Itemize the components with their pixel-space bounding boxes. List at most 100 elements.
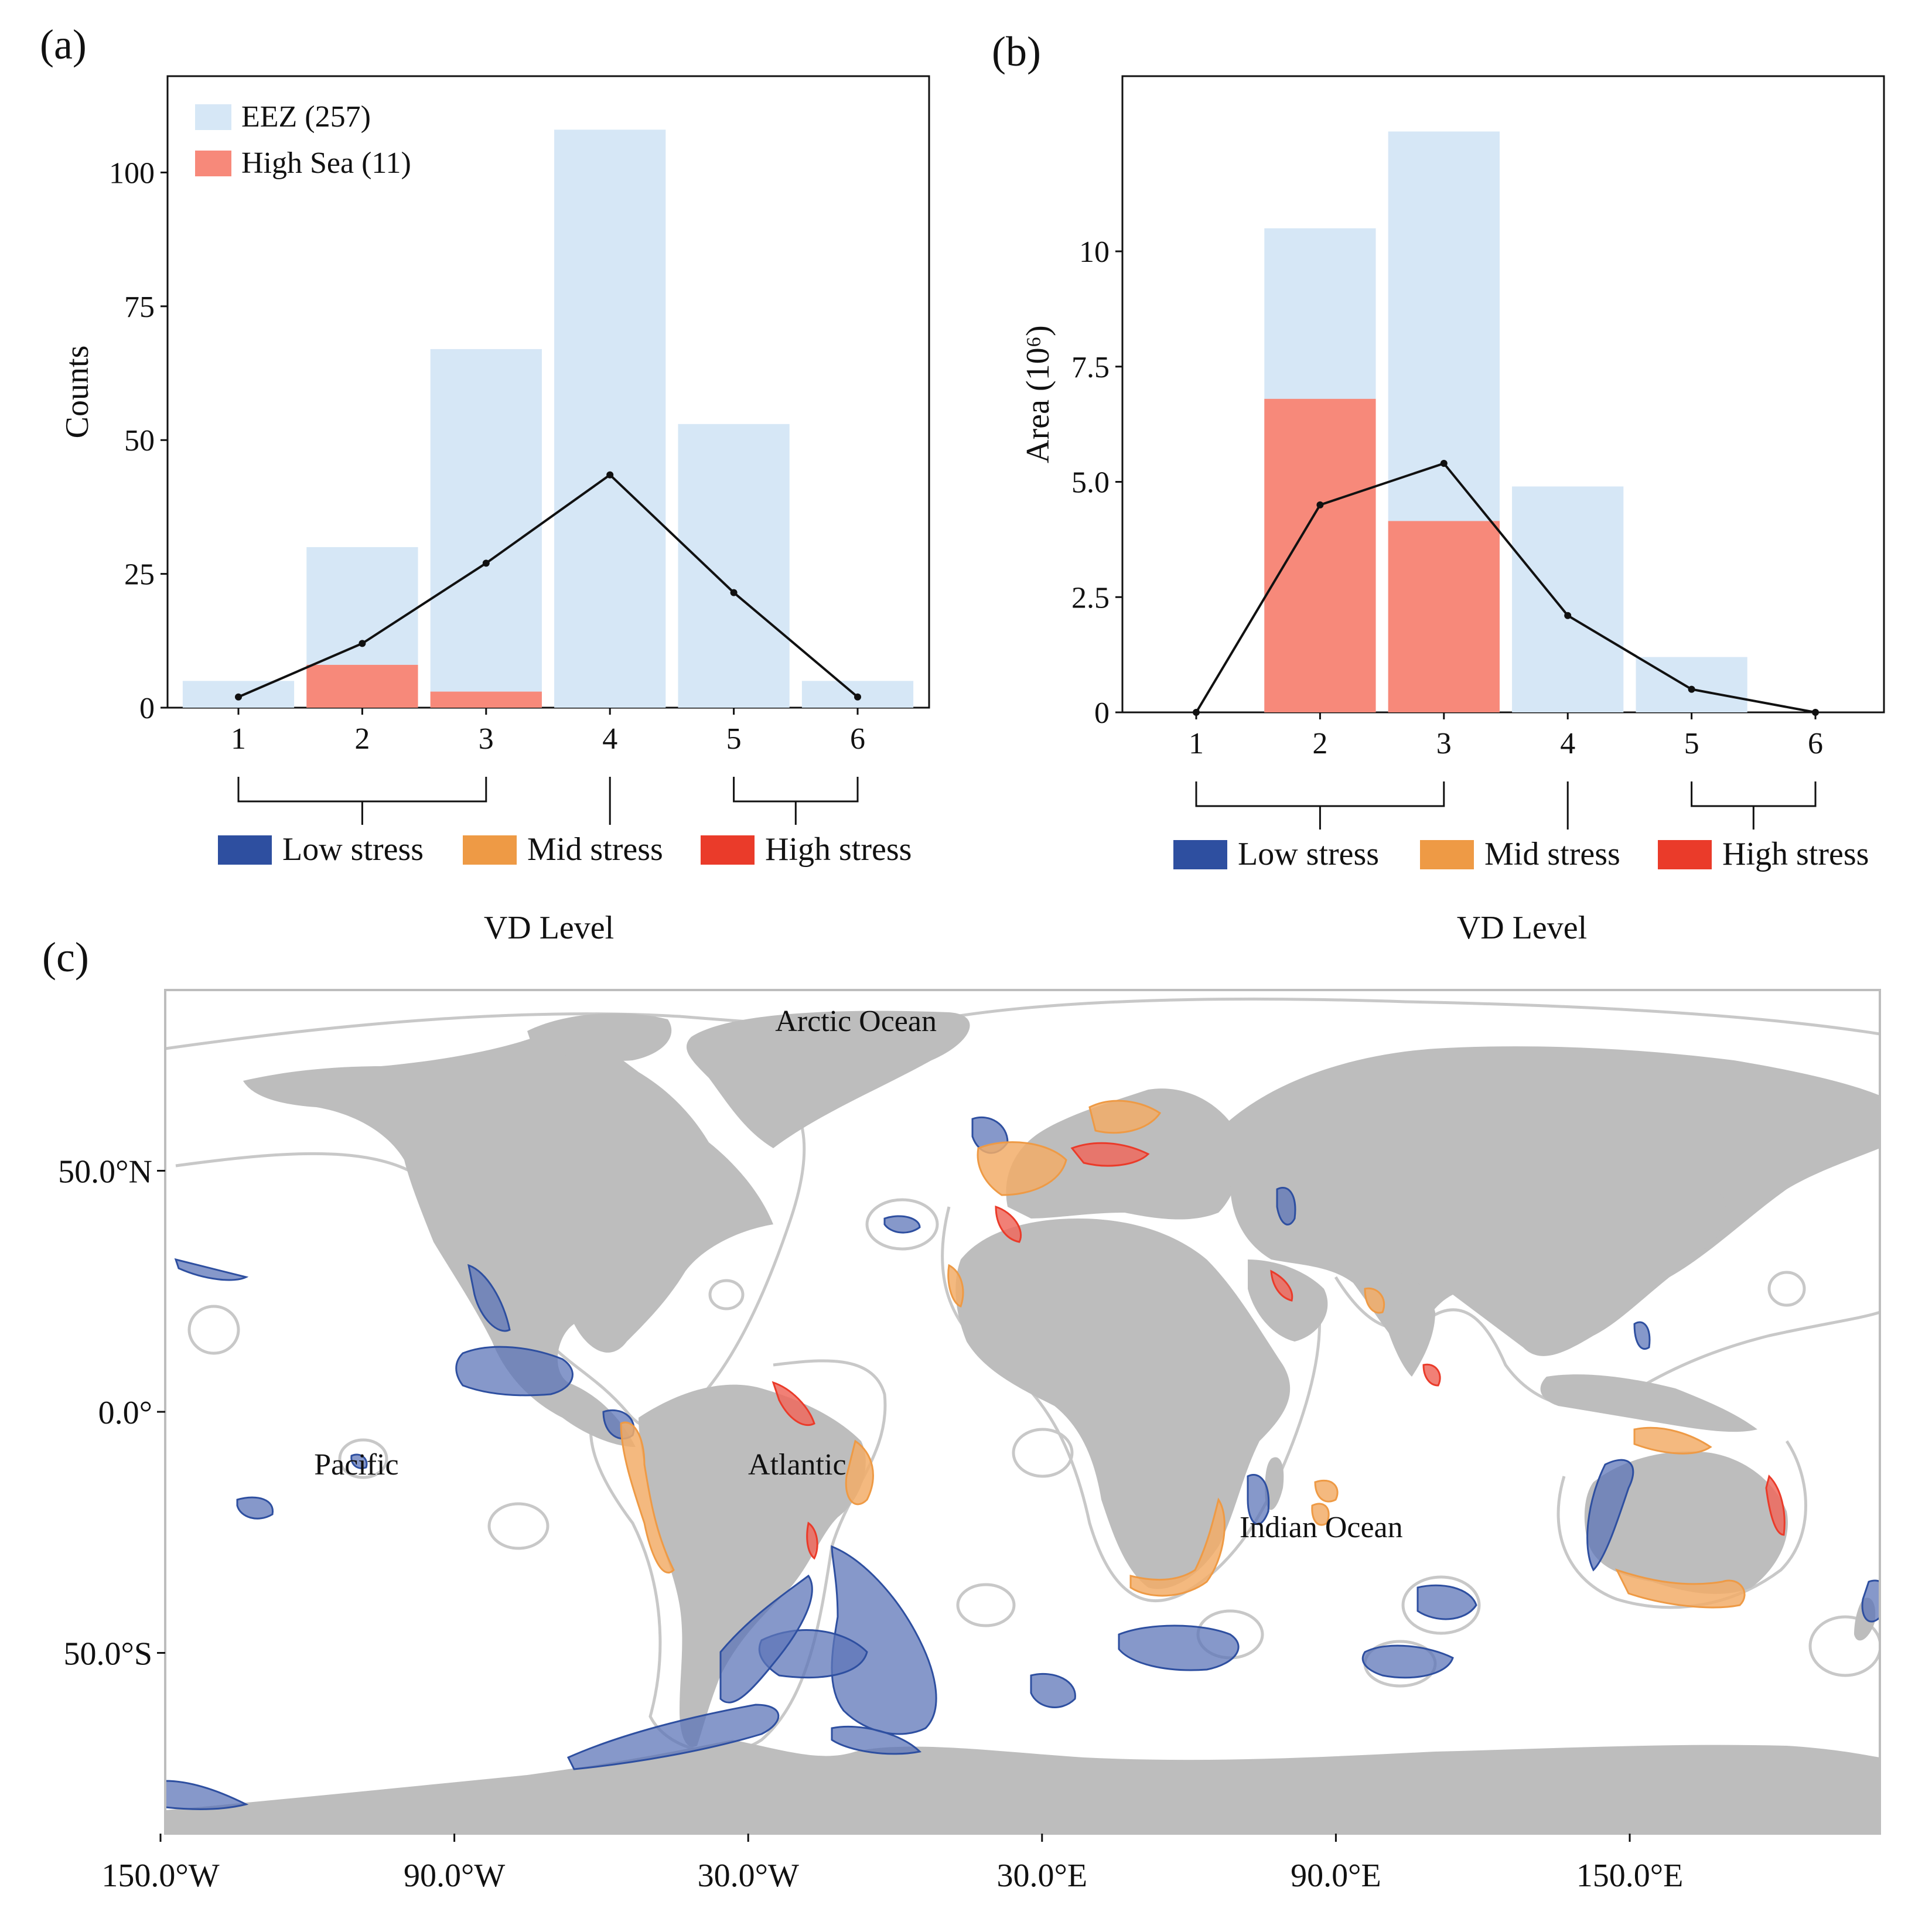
chart-a-trend-point <box>606 471 614 479</box>
chart-a-xlabel: VD Level <box>484 910 614 946</box>
region-indonesia-mid <box>1633 1426 1712 1455</box>
map-ytick-label: 0.0° <box>98 1395 152 1431</box>
chart-a-frame <box>166 75 930 709</box>
region-australia-mid <box>1615 1568 1746 1609</box>
land-indonesia <box>1540 1374 1757 1432</box>
chart-a-stress-swatch-high <box>701 835 755 865</box>
region-west-africa <box>947 1264 964 1308</box>
eez-outline-island-13 <box>1012 1428 1074 1478</box>
chart-a-bar-eez <box>554 129 666 708</box>
chart-b-stress-swatch-high <box>1658 840 1712 869</box>
chart-b-stress-swatch-mid <box>1420 840 1474 869</box>
eez-outline-island-10 <box>1767 1271 1806 1307</box>
region-heard <box>1416 1584 1477 1620</box>
chart-b-frame <box>1121 75 1885 714</box>
chart-a-xtick-label: 6 <box>850 722 865 756</box>
region-brazil-east <box>845 1439 874 1506</box>
land-australia <box>1584 1451 1788 1594</box>
chart-a-trend-line <box>238 473 859 698</box>
chart-b-trend-point <box>1316 501 1324 508</box>
map-stress-regions <box>165 1100 1880 1810</box>
map-ocean-label: Indian Ocean <box>1240 1511 1403 1544</box>
region-pacific-islands-1 <box>236 1496 274 1520</box>
region-mozambique <box>1247 1474 1270 1525</box>
map-xtick-label: 90.0°W <box>404 1858 505 1894</box>
chart-b-stress-label: Mid stress <box>1484 836 1620 872</box>
land-india <box>1381 1271 1435 1377</box>
chart-a-xtick-label: 4 <box>602 722 617 756</box>
chart-b-bar-high-sea <box>1264 398 1376 712</box>
legend-swatch-high-sea <box>195 151 231 176</box>
land-antarctica <box>165 1740 1880 1834</box>
land-japan <box>1701 1194 1726 1249</box>
legend-swatch-eez <box>195 104 231 130</box>
legend-label-eez: EEZ (257) <box>241 100 371 134</box>
region-southern-africa <box>1129 1497 1226 1597</box>
region-crozet <box>1118 1624 1240 1671</box>
chart-a-trend-point <box>482 559 490 567</box>
land-north-america <box>243 1031 773 1447</box>
eez-outline-island-3 <box>487 1502 549 1550</box>
map-ocean-label: Pacific <box>314 1448 398 1482</box>
land-madagascar <box>1265 1457 1284 1510</box>
chart-a-bar-eez <box>430 349 542 708</box>
map-land <box>165 1011 1880 1834</box>
chart-a-ytick-label: 0 <box>139 692 155 725</box>
chart-b-trend-point <box>1440 460 1448 467</box>
land-asia <box>1218 1046 1880 1356</box>
chart-a-ylabel: Counts <box>59 346 95 439</box>
land-south-america <box>639 1384 866 1747</box>
chart-a-trend-point <box>854 693 861 701</box>
region-patagonia <box>719 1574 813 1704</box>
chart-a-trend-point <box>359 640 366 647</box>
chart-b-bar-eez <box>1512 486 1624 712</box>
panel-label-c: (c) <box>42 934 89 981</box>
chart-a-ytick-label: 25 <box>124 558 155 592</box>
region-sea-of-okhotsk <box>1633 1321 1651 1350</box>
region-bouvet <box>1030 1673 1076 1708</box>
region-ross-sea <box>165 1780 249 1810</box>
region-guiana-high <box>772 1381 815 1426</box>
eez-outline-south-america <box>589 1359 887 1754</box>
chart-a-bar-high-sea <box>430 691 542 708</box>
chart-a-xtick-label: 3 <box>479 722 494 756</box>
land-africa <box>955 1218 1291 1589</box>
chart-b-xtick-label: 2 <box>1312 727 1327 760</box>
region-madagascar-mid <box>1311 1503 1330 1526</box>
chart-b-xtick-label: 1 <box>1189 727 1204 760</box>
region-india-mid <box>1364 1287 1385 1314</box>
chart-a-stress-swatch-low <box>218 835 272 865</box>
eez-outline-island-9 <box>708 1279 745 1310</box>
chart-b-bar-high-sea <box>1388 521 1500 712</box>
region-australia-west <box>1586 1459 1634 1572</box>
region-baltic <box>1088 1100 1162 1134</box>
chart-b-xtick-label: 4 <box>1560 727 1575 760</box>
chart-b-stress-swatch-low <box>1173 840 1227 869</box>
region-red-sea-high <box>1270 1269 1293 1302</box>
panel-label-b: (b) <box>992 28 1041 75</box>
chart-b-ytick-label: 7.5 <box>1071 351 1110 384</box>
panel-label-a: (a) <box>40 21 87 68</box>
region-sri-lanka-high <box>1422 1363 1441 1387</box>
region-mediterranean-high <box>1070 1142 1150 1167</box>
chart-b: 0 2.5 5.0 7.5 10 1 2 3 4 5 6 Area (10⁶) Low stress… <box>1020 75 1885 946</box>
chart-a-bar-eez <box>678 424 790 708</box>
region-europe-mid <box>977 1141 1067 1196</box>
chart-a-stress-swatch-mid <box>463 835 517 865</box>
chart-b-group-bracket <box>1195 781 1445 830</box>
region-south-georgia <box>831 1725 922 1755</box>
chart-a-trend-point <box>730 589 738 596</box>
region-baja <box>467 1264 511 1332</box>
map-xtick-label: 30.0°E <box>996 1858 1087 1894</box>
region-pacific-islands-2 <box>350 1453 368 1469</box>
map-ytick-label: 50.0°N <box>58 1154 152 1190</box>
eez-outline-island-1 <box>865 1198 939 1251</box>
map-ocean-label: Atlantic <box>748 1448 846 1482</box>
chart-a-ytick-label: 75 <box>124 291 155 324</box>
map-xtick-label: 30.0°W <box>698 1858 799 1894</box>
chart-a-trend-point <box>235 693 242 701</box>
eez-outline-island-6 <box>1401 1575 1481 1635</box>
chart-b-ylabel: Area (10⁶) <box>1020 325 1056 463</box>
region-azores <box>883 1215 921 1234</box>
